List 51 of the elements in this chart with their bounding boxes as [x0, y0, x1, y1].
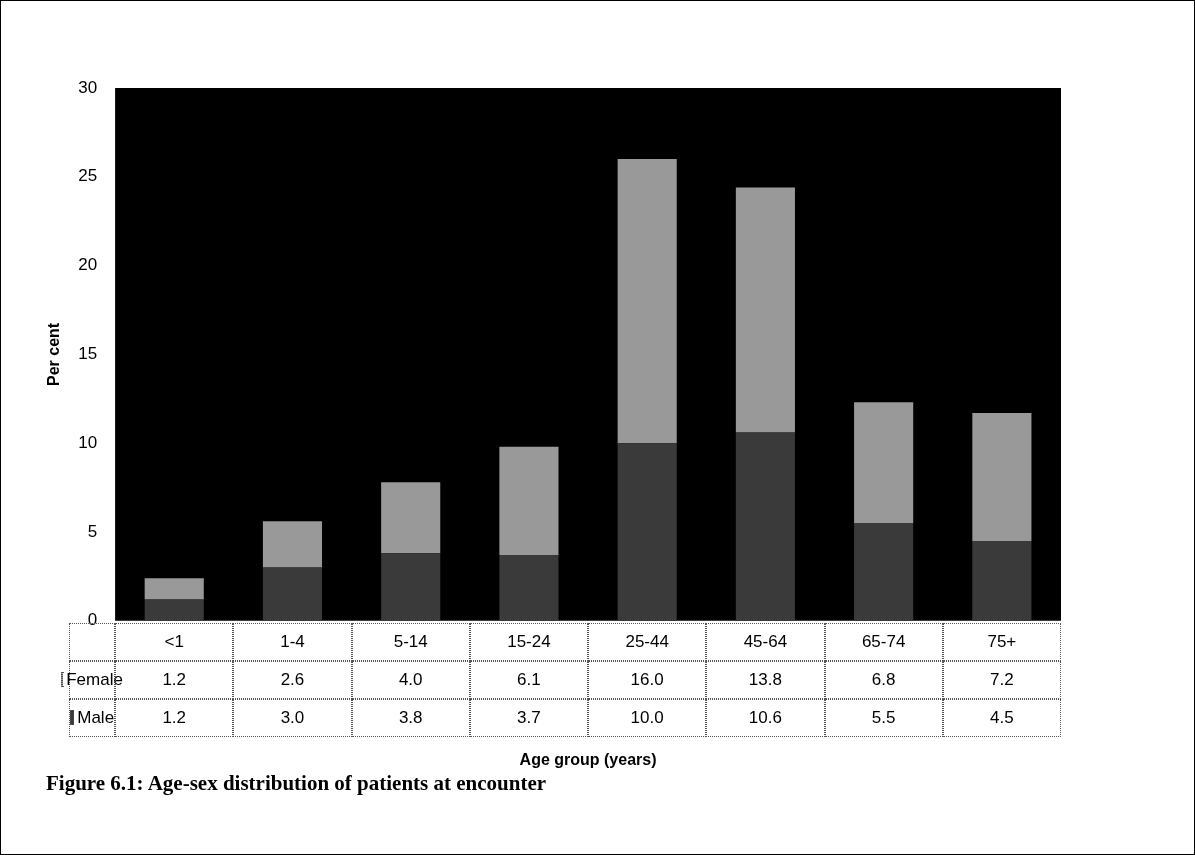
y-tick-label: 30: [78, 77, 98, 97]
bar: [854, 523, 914, 621]
data-label: 5.5: [824, 698, 943, 737]
bar: [262, 521, 323, 568]
x-tick-label: 65-74: [824, 622, 943, 661]
data-label: 7.2: [942, 660, 1061, 699]
data-label: 2.6: [233, 660, 352, 699]
y-tick-label: 25: [78, 166, 98, 186]
text: Figure 6.1: Age-sex distribution of patients at encounter: [46, 771, 547, 796]
y-tick-label: 10: [78, 432, 98, 452]
x-tick-label: <1: [115, 622, 234, 661]
legend-label: Female: [66, 668, 123, 691]
bar: [144, 578, 204, 600]
x-tick-label: 15-24: [469, 622, 589, 661]
x-tick-label: 75+: [942, 622, 1061, 661]
bar: [854, 402, 914, 524]
data-label: 4.0: [351, 660, 470, 699]
text: Age group (years): [518, 750, 658, 769]
bar: [144, 599, 204, 621]
bar: [735, 432, 795, 621]
bar: [381, 553, 441, 621]
bar: [262, 567, 323, 621]
x-tick-label: 5-14: [351, 622, 470, 661]
bar: [735, 187, 795, 433]
data-label: 4.5: [942, 698, 1061, 737]
x-tick-label: 1-4: [233, 622, 352, 661]
data-label: 6.8: [824, 660, 943, 699]
y-tick-label: 15: [78, 344, 98, 364]
bar: [972, 540, 1032, 621]
data-label: 13.8: [706, 660, 825, 699]
bar: [617, 159, 677, 444]
data-label: 3.0: [233, 698, 352, 737]
bar: [499, 446, 559, 556]
data-label: 3.8: [351, 698, 470, 737]
x-tick-label: 45-64: [706, 622, 825, 661]
data-label: 1.2: [162, 669, 187, 689]
data-label: 16.0: [588, 660, 707, 699]
data-label: 1.2: [115, 698, 234, 737]
y-tick-label: 5: [87, 521, 98, 541]
bar: [617, 443, 677, 621]
bar: [381, 482, 441, 554]
data-label: 3.7: [469, 698, 589, 737]
data-label: 6.1: [469, 660, 589, 699]
data-label: 10.6: [706, 698, 825, 737]
data-label: 10.0: [588, 698, 707, 737]
x-tick-label: 25-44: [588, 622, 707, 661]
bar: [499, 555, 559, 621]
y-axis-title: Per cent: [45, 322, 63, 386]
legend-label: Male: [69, 698, 116, 737]
y-tick-label: 20: [78, 255, 98, 275]
bar: [972, 413, 1032, 541]
